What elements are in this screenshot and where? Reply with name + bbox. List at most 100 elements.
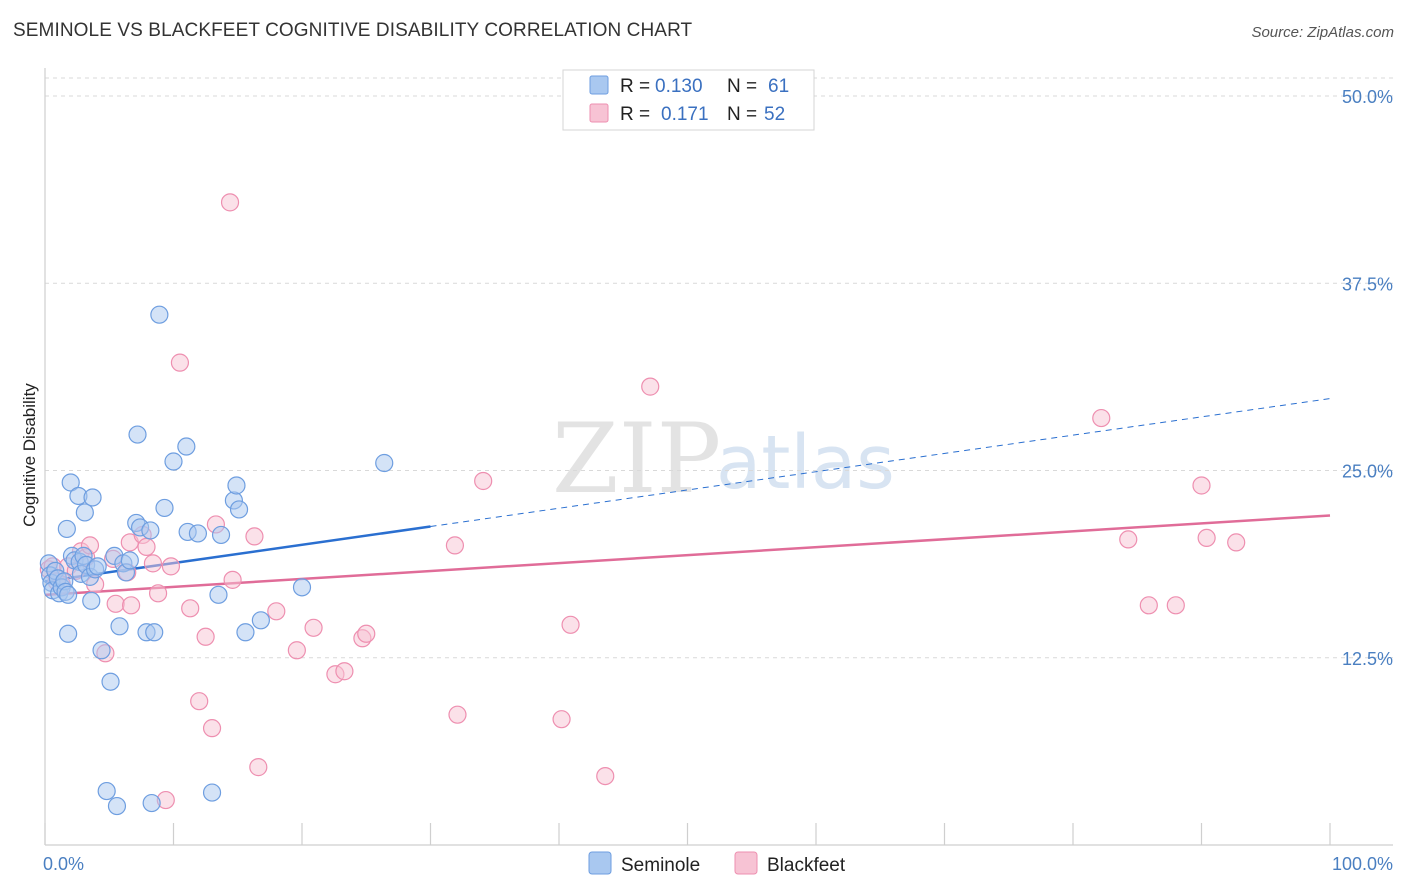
seminole-point xyxy=(209,585,228,604)
seminole-point xyxy=(141,521,160,540)
seminole-point xyxy=(107,796,127,816)
legend-r-label-seminole: R = xyxy=(620,76,650,97)
legend-r-label-blackfeet: R = xyxy=(620,104,650,125)
watermark-zip: ZIP xyxy=(552,403,721,515)
series-legend: Seminole Blackfeet xyxy=(588,851,846,876)
series-legend-label-blackfeet: Blackfeet xyxy=(767,855,846,876)
seminole-point xyxy=(110,617,129,636)
seminole-point xyxy=(164,452,183,471)
seminole-point xyxy=(251,611,270,630)
blackfeet-point xyxy=(357,624,376,643)
series-legend-swatch-seminole xyxy=(588,851,612,875)
legend-r-value-seminole: 0.130 xyxy=(655,76,703,97)
blackfeet-point xyxy=(552,710,571,729)
blackfeet-point xyxy=(223,570,242,589)
blackfeet-point xyxy=(1092,408,1111,428)
blackfeet-point xyxy=(121,596,141,615)
series-legend-label-seminole: Seminole xyxy=(621,855,700,876)
seminole-point xyxy=(211,525,231,545)
seminole-point xyxy=(236,623,255,642)
y-axis-title: Cognitive Disability xyxy=(20,383,39,527)
seminole-point xyxy=(375,453,394,473)
chart-title: SEMINOLE VS BLACKFEET COGNITIVE DISABILI… xyxy=(13,20,693,41)
seminole-point xyxy=(145,623,164,642)
blackfeet-point xyxy=(335,662,354,681)
blackfeet-point xyxy=(170,353,190,372)
blackfeet-point xyxy=(249,758,268,777)
blackfeet-point xyxy=(1139,596,1158,615)
blackfeet-point xyxy=(202,719,222,738)
blackfeet-point xyxy=(448,705,467,724)
seminole-points xyxy=(39,305,394,816)
seminole-point xyxy=(155,498,174,518)
blackfeet-point xyxy=(196,627,215,646)
stats-legend: R = 0.130 N = 61 R = 0.171 N = 52 xyxy=(562,69,815,131)
seminole-point xyxy=(188,524,208,543)
chart-source: Source: ZipAtlas.com xyxy=(1251,24,1394,41)
blackfeet-point xyxy=(1119,530,1138,549)
seminole-point xyxy=(101,672,120,691)
blackfeet-point xyxy=(1192,476,1211,495)
blackfeet-point xyxy=(445,536,465,555)
seminole-point xyxy=(88,557,107,576)
y-tick-label-0: 12.5% xyxy=(1342,649,1393,669)
blackfeet-point xyxy=(1166,596,1185,615)
seminole-point xyxy=(227,476,246,495)
y-tick-label-1: 25.0% xyxy=(1342,462,1393,482)
y-tick-label-2: 37.5% xyxy=(1342,274,1393,294)
seminole-point xyxy=(57,519,76,539)
seminole-trendline-extension xyxy=(430,398,1331,528)
blackfeet-point xyxy=(287,641,306,660)
blackfeet-point xyxy=(245,527,264,546)
seminole-point xyxy=(61,473,80,492)
blackfeet-point xyxy=(267,602,286,621)
seminole-point xyxy=(292,578,312,597)
blackfeet-point xyxy=(220,193,240,212)
blackfeet-point xyxy=(181,599,200,618)
seminole-point xyxy=(229,500,249,519)
x-tick-label-max: 100.0% xyxy=(1332,854,1393,874)
seminole-point xyxy=(75,503,94,522)
seminole-point xyxy=(120,551,139,570)
blackfeet-point xyxy=(641,377,660,396)
seminole-point xyxy=(177,437,196,456)
y-tick-label-3: 50.0% xyxy=(1342,87,1393,107)
blackfeet-point xyxy=(596,766,615,786)
legend-swatch-blackfeet xyxy=(589,103,609,123)
tick-labels: 12.5% 25.0% 37.5% 50.0% 0.0% 100.0% xyxy=(43,87,1393,874)
blackfeet-point xyxy=(1227,533,1246,552)
seminole-point xyxy=(83,488,102,507)
blackfeet-point xyxy=(106,594,125,613)
watermark: ZIP atlas xyxy=(552,403,895,515)
seminole-point xyxy=(97,781,116,801)
trendlines xyxy=(44,398,1331,597)
seminole-point xyxy=(142,793,161,813)
x-tick-label-min: 0.0% xyxy=(43,854,84,874)
seminole-trendline xyxy=(44,525,431,583)
seminole-point xyxy=(128,425,147,444)
series-legend-swatch-blackfeet xyxy=(734,851,758,875)
blackfeet-point xyxy=(143,554,163,573)
gridlines xyxy=(45,77,1393,659)
legend-swatch-seminole xyxy=(589,75,609,95)
legend-r-value-blackfeet: 0.171 xyxy=(661,104,709,125)
seminole-point xyxy=(59,585,78,604)
seminole-point xyxy=(202,783,222,802)
blackfeet-point xyxy=(190,692,209,711)
seminole-point xyxy=(82,591,101,610)
blackfeet-point xyxy=(161,557,181,576)
blackfeet-point xyxy=(148,584,168,603)
seminole-point xyxy=(92,641,111,660)
blackfeet-point xyxy=(474,471,493,491)
seminole-point xyxy=(150,305,169,324)
blackfeet-point xyxy=(137,537,156,556)
watermark-atlas: atlas xyxy=(716,420,895,506)
blackfeet-point xyxy=(561,615,580,634)
legend-n-label-seminole: N = xyxy=(727,76,757,97)
axes xyxy=(44,68,1393,846)
legend-n-value-seminole: 61 xyxy=(768,76,789,97)
legend-n-label-blackfeet: N = xyxy=(727,104,757,125)
seminole-point xyxy=(59,624,78,643)
blackfeet-point xyxy=(304,618,323,637)
